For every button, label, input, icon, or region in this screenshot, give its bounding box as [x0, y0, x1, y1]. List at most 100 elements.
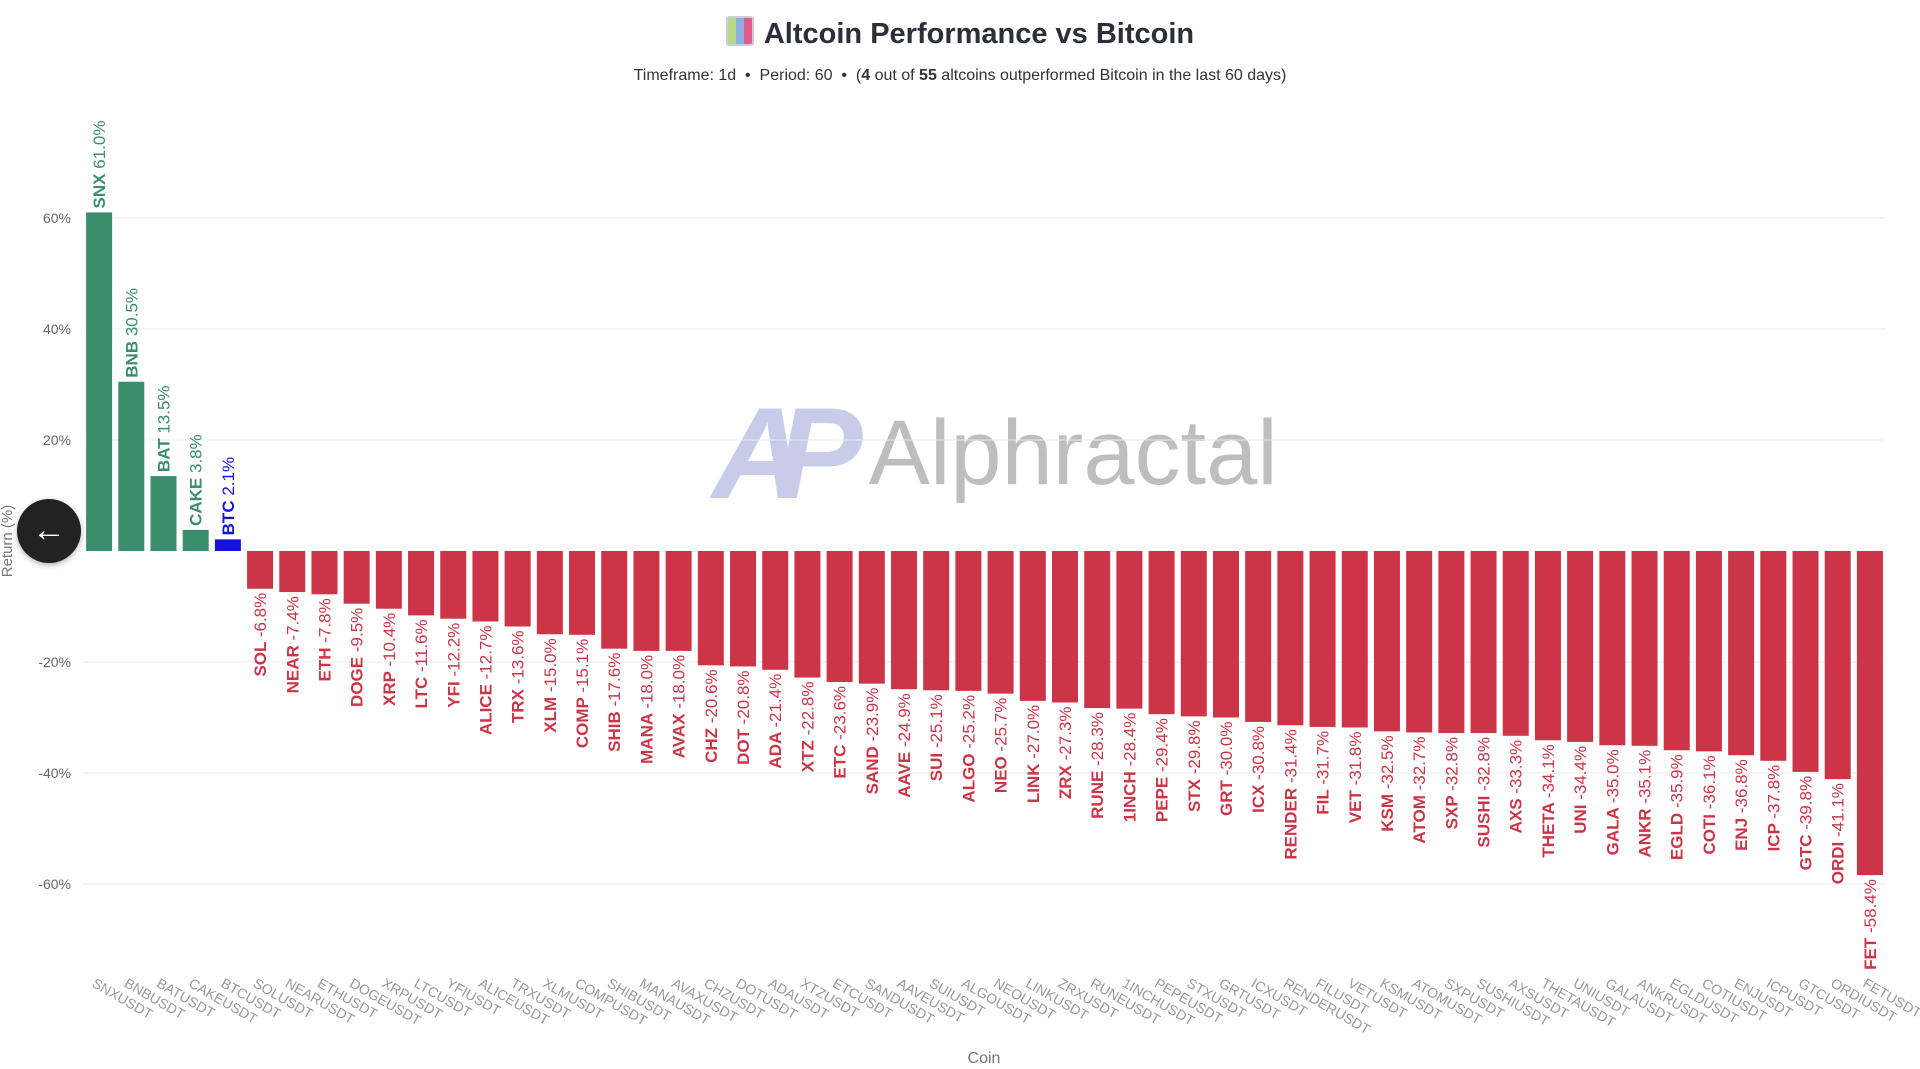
arrow-left-icon: ← [32, 511, 66, 549]
data-label-value: -35.9% [1668, 754, 1687, 808]
bar-zrx [1051, 551, 1078, 703]
bar-aave [891, 551, 918, 690]
data-label: CAKE 3.8% [187, 434, 206, 526]
bar-mana [633, 551, 660, 651]
data-label-symbol: CAKE [187, 473, 206, 526]
bar-snx [86, 212, 113, 551]
watermark: AP Alphractal [712, 378, 1278, 528]
data-label: CHZ -20.6% [702, 669, 721, 763]
data-label: VET -31.8% [1346, 731, 1365, 823]
bar-vet [1341, 551, 1368, 728]
data-label: NEAR -7.4% [283, 596, 302, 693]
period-label: Period: 60 [759, 67, 833, 84]
bar-chz [697, 551, 724, 666]
data-label-symbol: ETC [831, 740, 850, 779]
data-label-value: -36.1% [1700, 755, 1719, 809]
bar-etc [826, 551, 853, 682]
data-label: SNX 61.0% [90, 121, 109, 209]
data-label-symbol: ICX [1249, 780, 1268, 813]
data-label-value: -31.8% [1346, 731, 1365, 785]
bar-ksm [1373, 551, 1400, 732]
data-label-symbol: STX [1185, 774, 1204, 812]
data-label-value: -25.1% [927, 694, 946, 748]
data-label-value: -34.1% [1539, 744, 1558, 798]
data-label-value: -32.8% [1442, 737, 1461, 791]
data-label-value: -12.2% [444, 623, 463, 677]
data-label-value: -58.4% [1861, 879, 1880, 933]
data-label: ETC -23.6% [831, 686, 850, 779]
data-label: SOL -6.8% [251, 593, 270, 677]
outperform-count: 4 [861, 67, 871, 84]
bar-coti [1695, 551, 1722, 752]
data-label: BAT 13.5% [154, 385, 173, 472]
data-label-value: -30.0% [1217, 722, 1236, 776]
separator: • [745, 67, 751, 84]
data-label-symbol: ZRX [1056, 760, 1075, 799]
bar-neo [987, 551, 1014, 694]
bar-icp [1760, 551, 1787, 761]
outperform-suffix: altcoins outperformed Bitcoin in the las… [941, 67, 1287, 84]
data-label: ICX -30.8% [1249, 726, 1268, 813]
bar-chart-icon [725, 16, 754, 46]
data-label-value: -27.3% [1056, 707, 1075, 761]
bar-1inch [1116, 551, 1143, 709]
data-label-value: -21.4% [766, 674, 785, 728]
back-button[interactable]: ← [17, 499, 81, 563]
data-label-symbol: NEO [992, 752, 1011, 794]
data-label-value: -35.1% [1636, 750, 1655, 804]
data-label-value: -28.4% [1120, 713, 1139, 767]
data-label: FIL -31.7% [1314, 731, 1333, 815]
data-label-value: -32.7% [1410, 736, 1429, 790]
bar-btc [214, 539, 241, 551]
data-label-value: -29.8% [1185, 720, 1204, 774]
title-text: Altcoin Performance vs Bitcoin [763, 18, 1195, 50]
data-label-value: -15.0% [541, 638, 560, 692]
bar-near [279, 551, 306, 593]
data-label: 1INCH -28.4% [1120, 713, 1139, 823]
data-label: DOT -20.8% [734, 670, 753, 764]
data-label-symbol: SXP [1442, 791, 1461, 829]
data-label-value: -32.5% [1378, 735, 1397, 789]
data-label-symbol: SAND [863, 742, 882, 795]
data-label: SHIB -17.6% [605, 653, 624, 752]
data-label-symbol: COMP [573, 693, 592, 748]
data-label-value: -20.8% [734, 670, 753, 724]
data-label-symbol: AXS [1507, 794, 1526, 834]
data-label-symbol: EGLD [1668, 808, 1687, 860]
bar-doge [343, 551, 370, 604]
data-label-value: -32.8% [1475, 737, 1494, 791]
bar-sui [923, 551, 950, 691]
data-label: YFI -12.2% [444, 623, 463, 708]
data-label: RUNE -28.3% [1088, 712, 1107, 819]
data-label-value: -23.6% [831, 686, 850, 740]
data-label-value: -37.8% [1764, 765, 1783, 819]
data-label-value: -41.1% [1829, 783, 1848, 837]
data-label-symbol: DOT [734, 724, 753, 765]
data-label: ALGO -25.2% [959, 695, 978, 803]
watermark-text: Alphractal [868, 401, 1278, 504]
bar-shib [601, 551, 628, 649]
data-label-symbol: SNX [90, 169, 109, 209]
data-label: GRT -30.0% [1217, 722, 1236, 816]
bar-ordi [1824, 551, 1851, 780]
data-label: MANA -18.0% [637, 655, 656, 764]
bar-grt [1212, 551, 1239, 718]
data-label-symbol: TRX [509, 684, 528, 723]
data-label-value: -33.3% [1507, 740, 1526, 794]
y-tick-label: -40% [38, 765, 71, 781]
data-label-value: -22.8% [798, 682, 817, 736]
data-label: EGLD -35.9% [1668, 754, 1687, 860]
data-label-symbol: FIL [1314, 785, 1333, 815]
data-label: GALA -35.0% [1603, 749, 1622, 855]
data-label: ATOM -32.7% [1410, 736, 1429, 843]
data-label: STX -29.8% [1185, 720, 1204, 812]
bar-trx [504, 551, 531, 627]
data-label-symbol: 1INCH [1120, 766, 1139, 822]
data-label: XTZ -22.8% [798, 682, 817, 773]
data-label-value: -7.4% [283, 596, 302, 640]
data-label-value: -28.3% [1088, 712, 1107, 766]
bar-sxp [1438, 551, 1465, 734]
data-label-value: -25.7% [992, 698, 1011, 752]
data-label-symbol: SHIB [605, 707, 624, 752]
